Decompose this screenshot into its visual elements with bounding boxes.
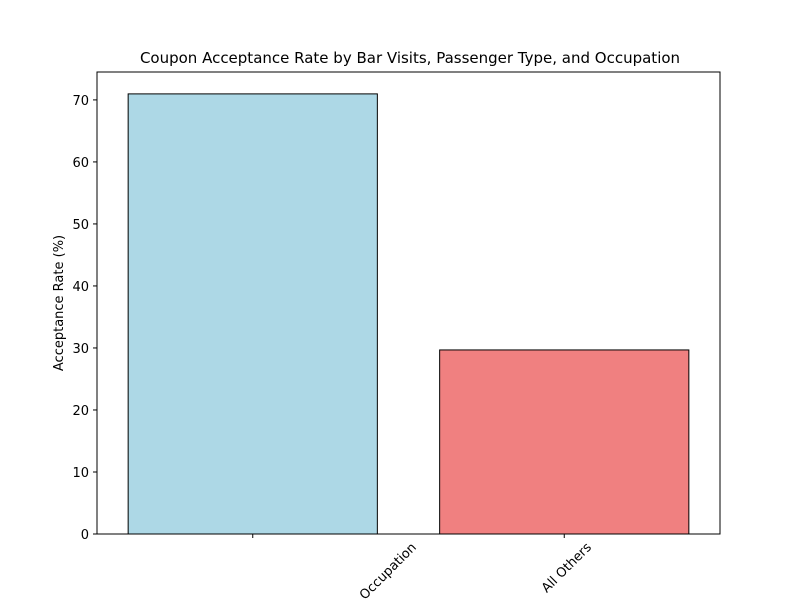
y-tick-label: 50 [72, 218, 89, 233]
bar [127, 93, 378, 535]
y-tick-label: 10 [72, 466, 89, 481]
x-tick-label: Occupation [357, 540, 420, 600]
chart-title: Coupon Acceptance Rate by Bar Visits, Pa… [140, 49, 680, 67]
y-tick-label: 0 [81, 528, 89, 543]
y-tick-label: 20 [72, 404, 89, 419]
plot-frame [96, 71, 721, 535]
y-tick-label: 30 [72, 342, 89, 357]
x-tick-label: All Others [539, 540, 595, 596]
y-tick-label: 60 [72, 156, 89, 171]
bar [439, 349, 690, 535]
y-tick-label: 70 [72, 94, 89, 109]
y-tick-label: 40 [72, 280, 89, 295]
y-axis-label: Acceptance Rate (%) [52, 235, 67, 371]
